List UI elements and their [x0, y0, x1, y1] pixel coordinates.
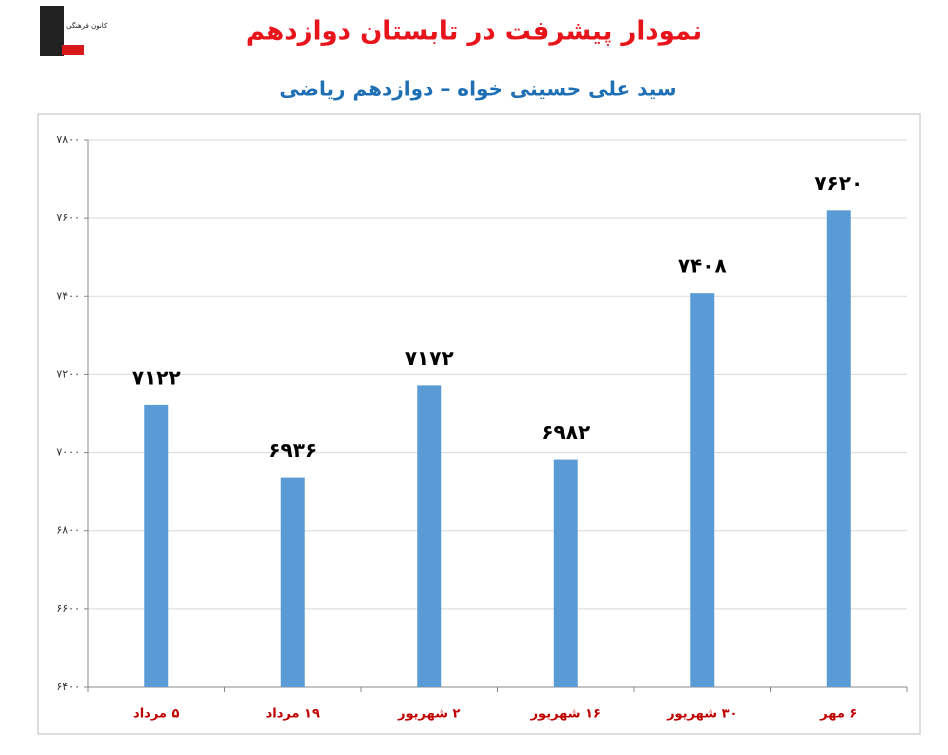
y-tick-label: ۶۶۰۰ — [56, 602, 80, 615]
logo-figure — [40, 6, 64, 56]
chart-border — [37, 113, 921, 735]
bar — [553, 459, 578, 687]
x-tick-label: ۶ مهر — [819, 707, 857, 722]
y-tick-label: ۷۴۰۰ — [56, 289, 80, 302]
value-label: ۷۶۲۰ — [814, 171, 863, 195]
bar — [280, 477, 305, 687]
chart-title: نمودار پیشرفت در تابستان دوازدهم — [246, 17, 702, 47]
y-tick-label: ۷۶۰۰ — [56, 211, 80, 224]
x-tick-label: ۵ مرداد — [133, 707, 179, 722]
value-label: ۷۴۰۸ — [678, 254, 727, 278]
bar — [826, 210, 851, 688]
x-tick-label: ۱۶ شهریور — [530, 707, 601, 722]
x-tick-label: ۱۹ مرداد — [266, 707, 320, 722]
logo: کانون فرهنگی آموزش — [40, 6, 108, 56]
y-tick-label: ۷۸۰۰ — [56, 133, 80, 146]
y-tick-label: ۶۸۰۰ — [56, 524, 80, 537]
chart-subtitle: سید علی حسینی خواه – دوازدهم ریاضی — [279, 77, 676, 101]
logo-text: کانون فرهنگی آموزش — [43, 21, 108, 30]
logo-badge — [62, 45, 84, 55]
value-label: ۶۹۸۲ — [541, 420, 590, 444]
bar — [144, 404, 169, 687]
y-tick-label: ۶۴۰۰ — [56, 680, 80, 693]
x-tick-label: ۳۰ شهریور — [666, 707, 737, 722]
value-label: ۷۱۷۲ — [405, 346, 454, 370]
bar — [690, 293, 715, 687]
x-tick-label: ۲ شهریور — [397, 707, 461, 722]
value-label: ۶۹۳۶ — [268, 438, 317, 462]
bar — [417, 385, 442, 687]
y-tick-label: ۷۲۰۰ — [56, 367, 80, 380]
value-label: ۷۱۲۲ — [132, 365, 181, 389]
y-tick-label: ۷۰۰۰ — [56, 446, 80, 459]
